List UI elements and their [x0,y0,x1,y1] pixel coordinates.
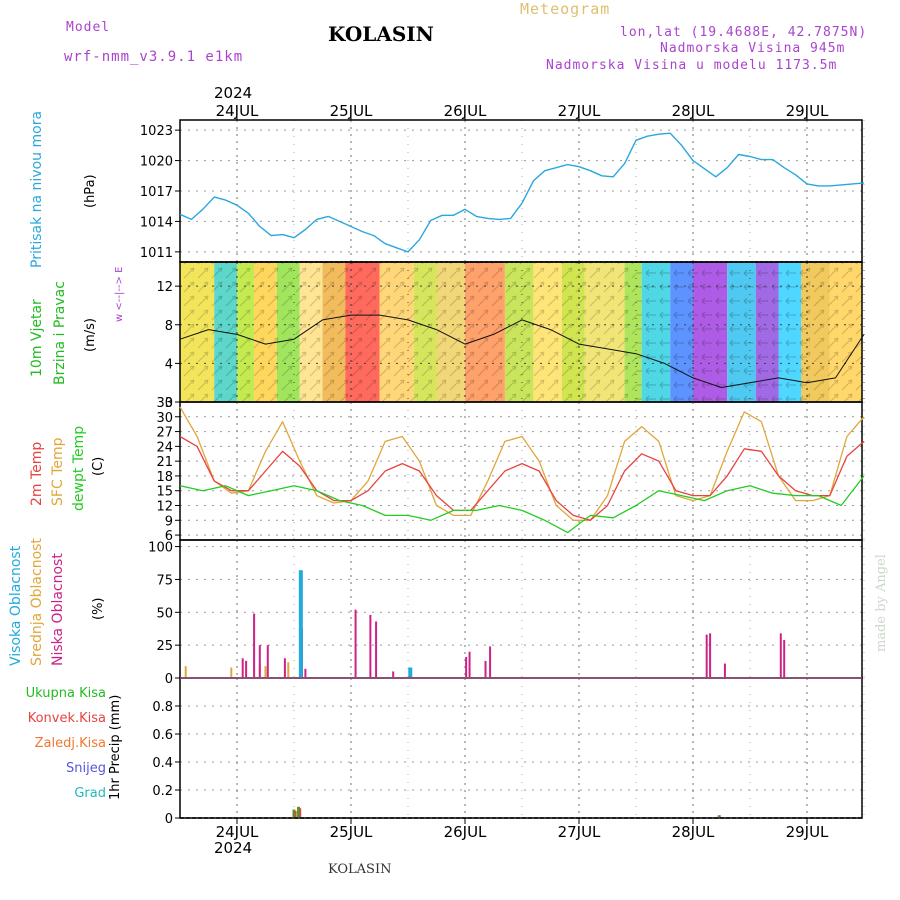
model-label: Model [66,20,111,35]
low-cloud-bar [489,646,492,677]
y-tick-label: 8 [165,319,173,334]
low-cloud-bar [241,658,244,677]
low-cloud-bar [392,671,395,677]
panel-frame [179,677,863,819]
high-cloud-bar [298,570,303,677]
precip-legend-hail: Grad [74,786,106,801]
y-tick-label: 9 [165,514,173,529]
y-tick-label: 1014 [140,215,173,230]
y-tick-label: 50 [156,606,173,621]
wind-barb-overlay [636,262,807,402]
low-cloud-bar [705,634,708,677]
x-tick-label-bottom: 27JUL [558,823,601,841]
low-cloud-bar [304,668,307,677]
y-tick-label: 0 [165,396,173,411]
x-tick-label-bottom: 25JUL [330,823,373,841]
precip-legend-rain: Ukupna Kisa [25,686,106,701]
y-tick-label: 18 [156,470,173,485]
y-tick-label: 0.2 [152,784,173,799]
low-cloud-bar [375,621,378,677]
panel-frame [179,539,863,679]
wind-speed-line [179,314,865,388]
low-cloud-bar [709,633,712,677]
y-tick-label: 25 [156,639,173,654]
precip-legend-snow: Snijeg [66,761,106,776]
low-cloud-bar [468,651,471,677]
x-tick-label-top: 26JUL [444,102,487,120]
y-tick-label: 1020 [140,155,173,170]
x-tick-label-bottom: 28JUL [672,823,715,841]
y-tick-label: 0 [165,812,173,827]
y-tick-label: 1023 [140,124,173,139]
meteogram-label: Meteogram [520,0,611,18]
y-tick-label: 0.6 [152,728,173,743]
y-tick-label: 30 [156,411,173,426]
pressure-line [179,132,865,253]
y-tick-label: 27 [156,426,173,441]
panel-frame [179,119,863,263]
low-cloud-bar [258,645,261,677]
wind-barb-overlay [180,262,636,402]
x-tick-label-top: 29JUL [786,102,829,120]
low-cloud-bar [723,663,726,677]
total-rain-bar [717,815,721,817]
y-tick-label: 4 [165,357,173,372]
x-tick-label-bottom: 24JUL [216,823,259,841]
y-tick-label: 1017 [140,185,173,200]
x-tick-label-top: 27JUL [558,102,601,120]
y-tick-label: 24 [156,440,173,455]
sfc-temp-line [179,406,865,521]
mid-cloud-bar [230,667,233,677]
low-cloud-bar [266,645,269,677]
x-tick-label-top: 24JUL [216,102,259,120]
year-top: 2024 [214,84,253,102]
x-tick-label-bottom: 29JUL [786,823,829,841]
low-cloud-bar [245,660,248,677]
y-tick-label: 21 [156,455,173,470]
mid-cloud-bar [184,666,187,677]
total-rain-bar [297,806,301,817]
y-tick-label: 1011 [140,246,173,261]
x-tick-label-top: 25JUL [330,102,373,120]
footer-station: KOLASIN [328,862,392,877]
y-tick-label: 0.8 [152,700,173,715]
y-tick-label: 6 [165,529,173,544]
elevation-label: Nadmorska Visina 945m [660,41,846,56]
temp-2m-line [179,435,865,521]
y-tick-label: 75 [156,573,173,588]
low-cloud-bar [354,609,357,677]
y-tick-label: 100 [148,541,173,556]
y-tick-label: 15 [156,485,173,500]
y-tick-label: 0.4 [152,756,173,771]
model-elevation-label: Nadmorska Visina u modelu 1173.5m [546,58,838,73]
lonlat-label: lon,lat (19.4688E, 42.7875N) [620,25,868,40]
y-tick-label: 0 [165,672,173,687]
precip-legend-freezing: Zaledj.Kisa [34,736,106,751]
year-bottom: 2024 [214,839,253,857]
low-cloud-bar [369,614,372,677]
low-cloud-bar [465,656,468,677]
x-tick-label-top: 28JUL [672,102,715,120]
x-tick-label-bottom: 26JUL [444,823,487,841]
wind-barb-overlay [807,262,862,402]
model-name: wrf-nmm_v3.9.1 e1km [64,49,244,65]
total-rain-bar [292,809,296,817]
mid-cloud-bar [264,666,267,677]
high-cloud-bar [408,667,413,677]
precip-legend-convective: Konvek.Kisa [27,711,106,726]
page-title: KOLASIN [328,22,434,46]
low-cloud-bar [779,633,782,677]
dewpt-temp-line [179,475,865,534]
low-cloud-bar [283,658,286,677]
low-cloud-bar [253,613,256,677]
low-cloud-bar [783,639,786,677]
low-cloud-bar [484,660,487,677]
y-tick-label: 33 [156,396,173,411]
y-tick-label: 12 [156,280,173,295]
mid-cloud-bar [287,662,290,677]
y-tick-label: 12 [156,500,173,515]
